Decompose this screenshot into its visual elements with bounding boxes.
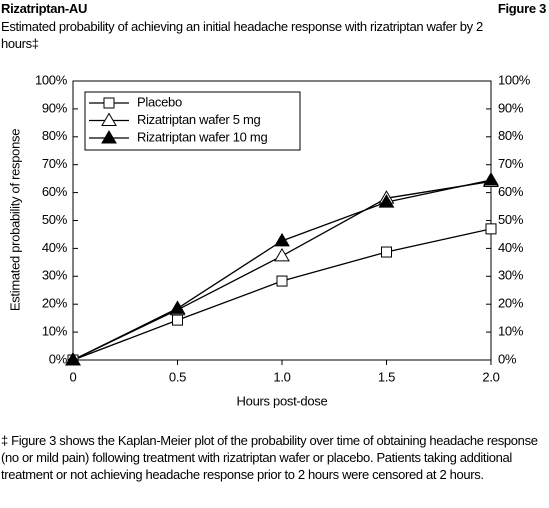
y-tick-label: 100%: [35, 72, 68, 87]
y-tick-label: 80%: [42, 128, 68, 143]
y-tick-label: 30%: [42, 268, 68, 283]
chart-title: Estimated probability of achieving an in…: [1, 19, 483, 51]
y2-tick-label: 0%: [498, 351, 517, 366]
chart: Hours post-dose Estimated probability of…: [7, 72, 531, 408]
y-axis-label: Estimated probability of response: [7, 129, 22, 311]
y-tick-label: 50%: [42, 212, 68, 227]
legend-marker: [103, 97, 115, 109]
marker: [274, 247, 290, 262]
y2-tick-label: 10%: [498, 324, 524, 339]
legend-marker: [101, 130, 117, 144]
marker: [276, 275, 288, 287]
y2-tick-label: 40%: [498, 240, 524, 255]
y-tick-label: 20%: [42, 296, 68, 311]
footnote: ‡ Figure 3 shows the Kaplan-Meier plot o…: [1, 433, 538, 482]
x-tick-label: 0: [70, 369, 77, 384]
y2-tick-label: 30%: [498, 268, 524, 283]
marker: [65, 352, 81, 366]
y2-tick-label: 100%: [498, 72, 531, 87]
y-tick-label: 0%: [49, 351, 68, 366]
header-left: Rizatriptan-AU: [1, 1, 88, 16]
marker: [381, 246, 392, 258]
y2-tick-label: 80%: [498, 128, 524, 143]
legend-marker: [101, 112, 117, 126]
y2-tick-label: 50%: [498, 212, 524, 227]
marker: [274, 232, 290, 247]
legend-label: Placebo: [137, 94, 182, 109]
series-line: [72, 180, 492, 361]
y2-tick-label: 20%: [498, 296, 524, 311]
y2-tick-label: 90%: [498, 100, 524, 115]
marker: [485, 223, 497, 235]
marker: [483, 172, 499, 186]
marker: [169, 300, 186, 314]
header-right: Figure 3: [497, 1, 546, 16]
legend-label: Rizatriptan wafer 5 mg: [137, 112, 261, 127]
y-tick-label: 40%: [42, 240, 68, 255]
y-tick-label: 90%: [42, 100, 68, 115]
x-tick-label: 2.0: [482, 369, 499, 384]
y2-tick-label: 70%: [498, 156, 524, 171]
marker: [378, 194, 395, 208]
x-tick-label: 0.5: [169, 369, 186, 384]
y-tick-label: 70%: [42, 156, 68, 171]
x-axis-label: Hours post-dose: [237, 393, 328, 408]
x-tick-label: 1.5: [378, 369, 395, 384]
legend-label: Rizatriptan wafer 10 mg: [137, 129, 267, 144]
marker: [172, 314, 183, 326]
series-line: [72, 179, 492, 361]
y-tick-label: 60%: [42, 184, 68, 199]
y-tick-label: 10%: [42, 324, 68, 339]
y2-tick-label: 60%: [498, 184, 524, 199]
x-tick-label: 1.0: [273, 369, 290, 384]
